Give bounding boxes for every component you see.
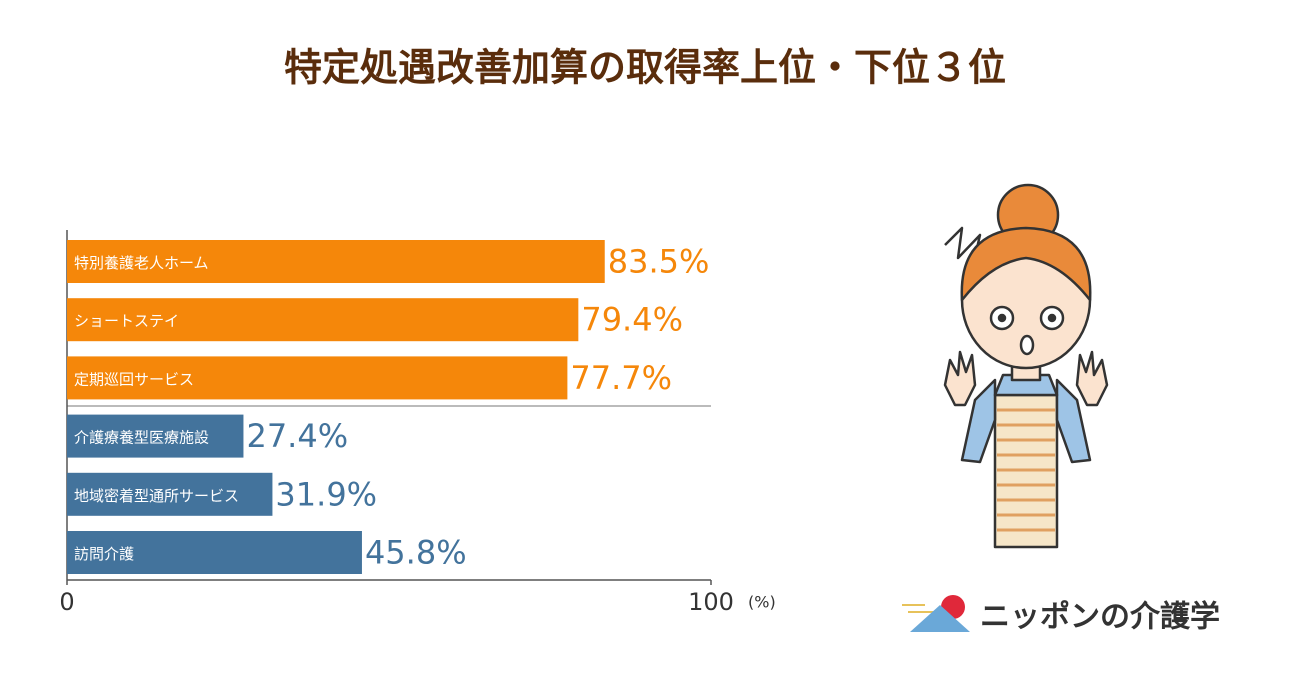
bar [67,531,362,574]
category-label: 特別養護老人ホーム [74,254,209,272]
illustration [943,183,1109,549]
category-label: 定期巡回サービス [74,370,194,388]
logo: ニッポンの介護学 [902,595,1220,635]
value-label: 79.4% [581,301,683,339]
bar [67,298,579,342]
x-tick-label: 0 [59,588,74,616]
category-label: 地域密着型通所サービス [74,487,239,505]
value-label: 83.5% [608,243,710,281]
value-label: 27.4% [246,417,348,455]
bar [67,472,273,516]
category-label: 訪問介護 [74,545,134,563]
value-label: 77.7% [570,359,672,397]
bar [67,356,568,400]
value-label: 31.9% [275,475,377,513]
category-label: ショートステイ [74,312,179,330]
category-label: 介護療養型医療施設 [74,429,209,447]
x-tick-label: 100 [688,588,734,616]
value-label: 45.8% [365,534,467,572]
bar [67,414,244,458]
chart-title: 特定処遇改善加算の取得率上位・下位３位 [284,46,1006,90]
logo-text: ニッポンの介護学 [980,600,1220,635]
bar [67,240,605,283]
x-axis-label: (%) [748,593,776,612]
